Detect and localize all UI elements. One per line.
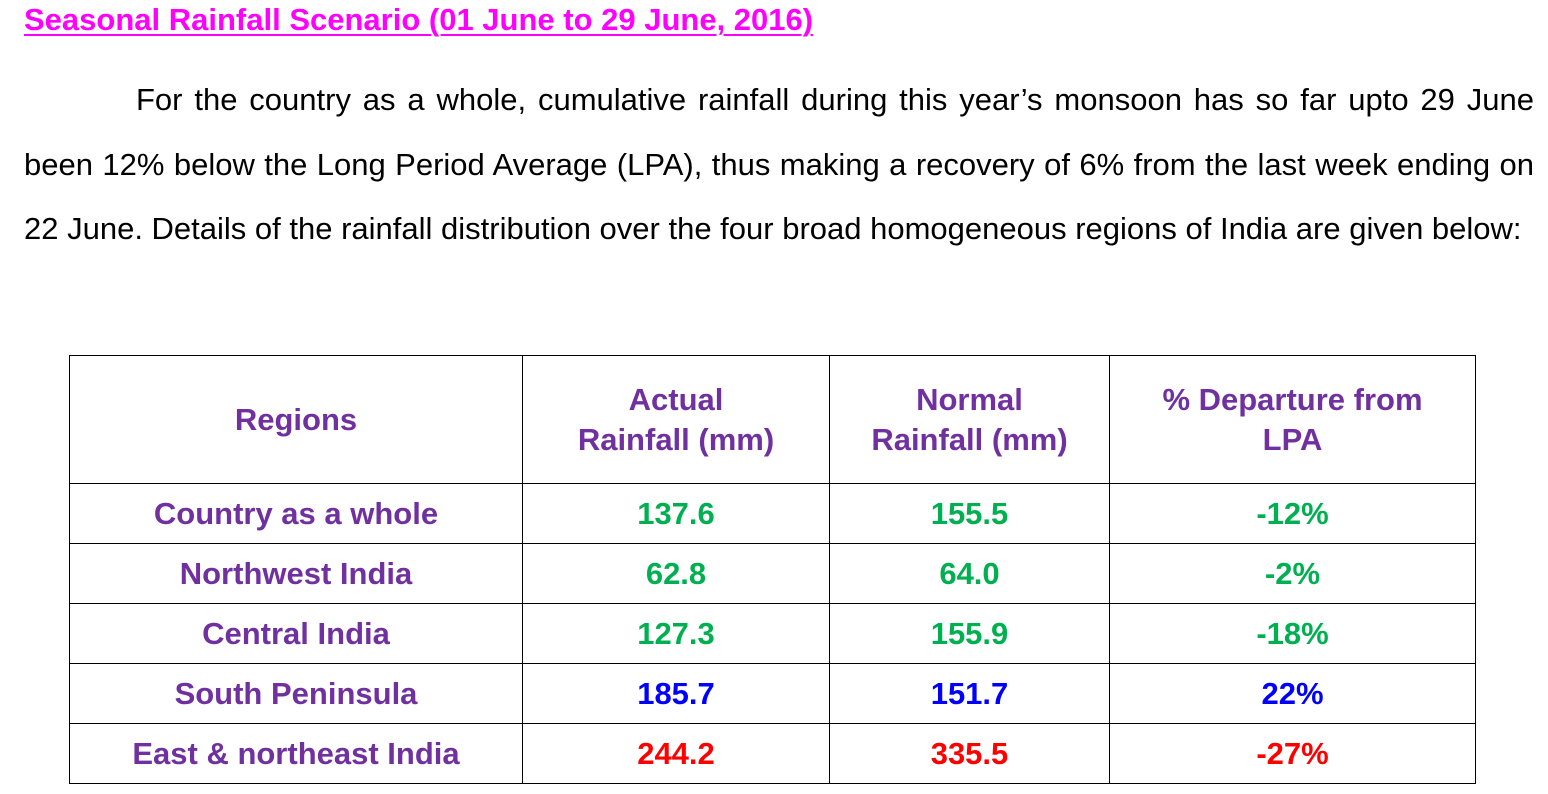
table-row: Country as a whole 137.6 155.5 -12% — [69, 483, 1476, 544]
summary-paragraph: For the country as a whole, cumulative r… — [24, 82, 1534, 246]
actual-rainfall-cell: 62.8 — [522, 543, 830, 604]
normal-rainfall-cell: 155.9 — [829, 603, 1110, 664]
actual-rainfall-cell: 127.3 — [522, 603, 830, 664]
header-normal-rainfall: Normal Rainfall (mm) — [829, 355, 1110, 484]
departure-cell: -18% — [1109, 603, 1476, 664]
actual-rainfall-cell: 185.7 — [522, 663, 830, 724]
normal-rainfall-cell: 155.5 — [829, 483, 1110, 544]
table-row: South Peninsula 185.7 151.7 22% — [69, 663, 1476, 724]
header-normal-line2: Rainfall (mm) — [871, 421, 1068, 457]
page-title: Seasonal Rainfall Scenario (01 June to 2… — [24, 2, 814, 37]
rainfall-table: Regions Actual Rainfall (mm) Normal Rain… — [69, 355, 1476, 784]
header-regions-line1: Regions — [234, 401, 358, 437]
header-normal-line1: Normal — [916, 381, 1023, 417]
table-row: East & northeast India 244.2 335.5 -27% — [69, 723, 1476, 784]
table-row: Northwest India 62.8 64.0 -2% — [69, 543, 1476, 604]
header-actual-line2: Rainfall (mm) — [577, 421, 775, 457]
region-cell: Country as a whole — [69, 483, 523, 544]
normal-rainfall-cell: 151.7 — [829, 663, 1110, 724]
table-row: Central India 127.3 155.9 -18% — [69, 603, 1476, 664]
header-departure-line1: % Departure from — [1162, 381, 1423, 417]
normal-rainfall-cell: 335.5 — [829, 723, 1110, 784]
table-header-row: Regions Actual Rainfall (mm) Normal Rain… — [69, 355, 1476, 484]
header-actual-rainfall: Actual Rainfall (mm) — [522, 355, 830, 484]
normal-rainfall-cell: 64.0 — [829, 543, 1110, 604]
actual-rainfall-cell: 244.2 — [522, 723, 830, 784]
header-departure-line2: LPA — [1262, 421, 1323, 457]
departure-cell: -27% — [1109, 723, 1476, 784]
header-regions: Regions — [69, 355, 523, 484]
departure-cell: -12% — [1109, 483, 1476, 544]
actual-rainfall-cell: 137.6 — [522, 483, 830, 544]
region-cell: Northwest India — [69, 543, 523, 604]
header-actual-line1: Actual — [628, 381, 724, 417]
region-cell: South Peninsula — [69, 663, 523, 724]
departure-cell: -2% — [1109, 543, 1476, 604]
header-departure: % Departure from LPA — [1109, 355, 1476, 484]
region-cell: Central India — [69, 603, 523, 664]
departure-cell: 22% — [1109, 663, 1476, 724]
region-cell: East & northeast India — [69, 723, 523, 784]
